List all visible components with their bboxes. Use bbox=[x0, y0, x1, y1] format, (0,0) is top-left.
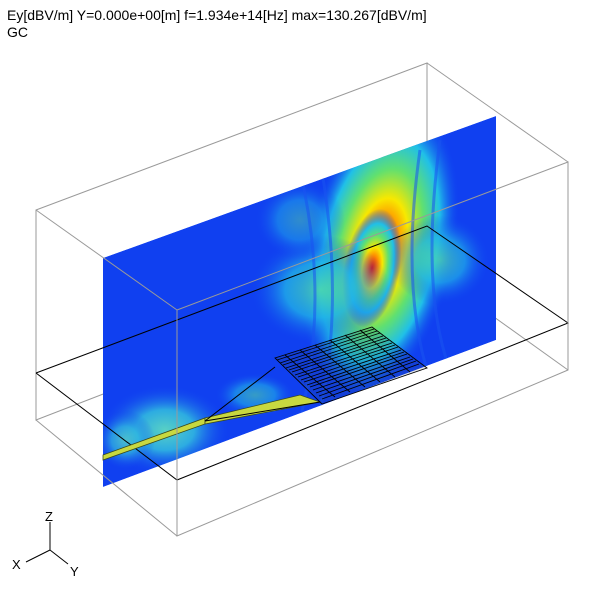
x-axis-label: X bbox=[12, 557, 21, 572]
y-axis-label: Y bbox=[70, 564, 79, 579]
mode-label: GC bbox=[7, 24, 28, 40]
field-plane bbox=[103, 116, 496, 487]
field-info-header: Ey[dBV/m] Y=0.000e+00[m] f=1.934e+14[Hz]… bbox=[7, 7, 427, 41]
grating-coupler bbox=[274, 326, 428, 405]
field-info-line: Ey[dBV/m] Y=0.000e+00[m] f=1.934e+14[Hz]… bbox=[7, 7, 427, 23]
z-axis-label: Z bbox=[45, 509, 53, 524]
waveguide bbox=[102, 366, 322, 461]
domain-box-front bbox=[35, 161, 569, 537]
axis-triad bbox=[25, 522, 69, 565]
